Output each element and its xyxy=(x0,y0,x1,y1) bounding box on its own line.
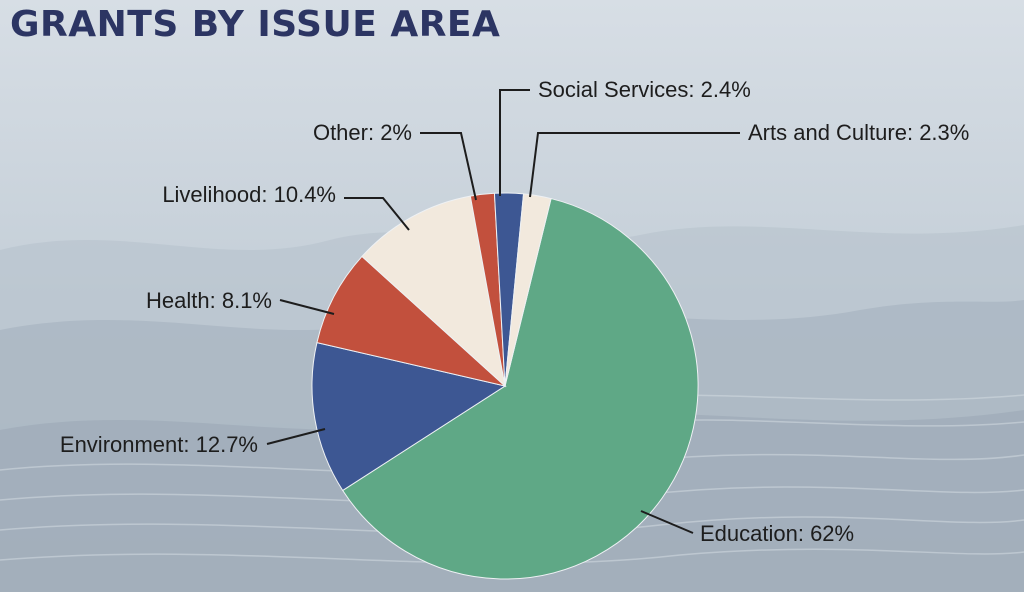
slice-arts-and-culture xyxy=(504,193,552,387)
leader-line-arts-and-culture xyxy=(529,132,740,198)
leader-line-other xyxy=(420,132,477,201)
leader-line-health xyxy=(279,299,335,315)
label-environment: Environment: 12.7% xyxy=(60,432,258,457)
leader-line-education xyxy=(640,510,694,534)
slice-environment xyxy=(311,342,507,492)
label-leaders xyxy=(266,89,740,534)
label-social-services: Social Services: 2.4% xyxy=(538,77,751,102)
leader-line-livelihood xyxy=(344,197,410,231)
slice-education xyxy=(342,197,699,580)
page-title: GRANTS BY ISSUE AREA xyxy=(10,4,501,45)
label-other: Other: 2% xyxy=(313,120,412,145)
label-arts-and-culture: Arts and Culture: 2.3% xyxy=(748,120,969,145)
slice-labels: Education: 62% Environment: 12.7% Health: … xyxy=(60,77,969,546)
slice-livelihood xyxy=(361,195,506,388)
pie-slices xyxy=(311,192,699,580)
leader-line-environment xyxy=(266,428,326,445)
label-livelihood: Livelihood: 10.4% xyxy=(162,182,336,207)
leader-line-social-services xyxy=(499,89,530,196)
label-education: Education: 62% xyxy=(700,521,854,546)
label-health: Health: 8.1% xyxy=(146,288,272,313)
slice-health xyxy=(316,255,507,387)
